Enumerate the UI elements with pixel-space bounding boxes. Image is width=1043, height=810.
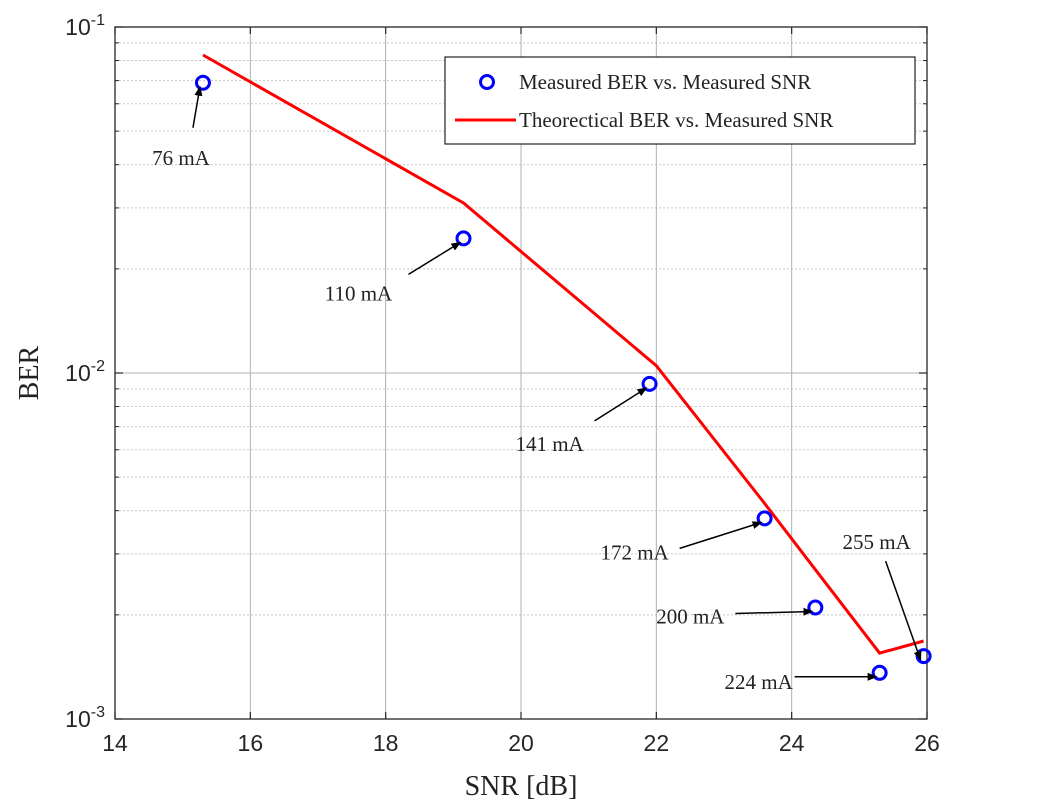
annotations: 76 mA 110 mA 141 mA 172 mA 200 mA 224 mA 255 m… (152, 85, 922, 694)
legend: Measured BER vs. Measured SNR Theorectic… (444, 56, 916, 145)
measured-ber-point (641, 375, 658, 392)
x-tick-label: 26 (914, 730, 940, 756)
y-tick-label: 10-2 (65, 358, 105, 386)
x-axis-label: SNR [dB] (465, 771, 578, 802)
annotation-label: 255 mA (842, 530, 911, 554)
axes: 14 16 18 20 22 24 26 10-3 10-2 10-1 (65, 12, 940, 756)
y-tick-label: 10-1 (65, 12, 105, 40)
annotation-arrow (679, 521, 763, 550)
y-tick-label: 10-3 (65, 704, 105, 732)
annotation-arrow (884, 560, 922, 662)
annotation-label: 110 mA (325, 281, 393, 305)
x-tick-label: 24 (779, 730, 805, 756)
annotation-arrow (735, 607, 814, 616)
x-tick-label: 16 (238, 730, 264, 756)
theoretical-ber-line (202, 53, 924, 655)
annotation-label: 200 mA (656, 605, 725, 629)
x-tick-label: 20 (508, 730, 534, 756)
legend-label-measured: Measured BER vs. Measured SNR (519, 70, 811, 94)
theoretical-series (202, 53, 924, 655)
x-tick-label: 18 (373, 730, 399, 756)
x-tick-label: 14 (102, 730, 128, 756)
legend-box (444, 56, 916, 145)
annotation-arrow (408, 241, 462, 275)
measured-ber-point (756, 510, 773, 527)
annotation-arrow (192, 85, 203, 128)
measured-ber-point (455, 230, 472, 247)
legend-label-theoretical: Theorectical BER vs. Measured SNR (519, 108, 833, 132)
legend-marker-measured (479, 74, 495, 90)
annotation-label: 141 mA (515, 432, 584, 456)
annotation-label: 172 mA (600, 540, 669, 564)
annotation-label: 224 mA (725, 670, 794, 694)
measured-ber-point (194, 74, 211, 91)
y-axis-label: BER (14, 345, 45, 400)
annotation-arrow (594, 387, 648, 422)
annotation-label: 76 mA (152, 146, 211, 170)
measured-ber-point (807, 599, 824, 616)
x-tick-label: 22 (644, 730, 670, 756)
